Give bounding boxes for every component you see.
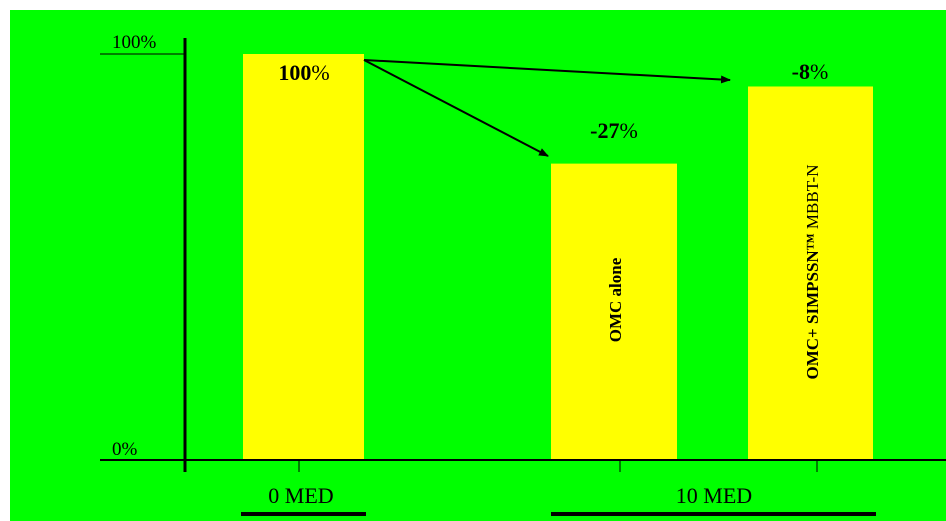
bar-0-unit: %	[311, 60, 329, 85]
arrow-0-to-2	[363, 59, 731, 84]
bar-1-unit: %	[620, 118, 638, 143]
group-label-10-med: 10 MED	[676, 483, 752, 508]
bar-1	[551, 163, 677, 460]
bar-2	[748, 86, 873, 460]
group-label-0-med: 0 MED	[268, 483, 333, 508]
bar-1-inside-label: OMC alone	[606, 257, 625, 342]
bar-1-change: -27	[590, 118, 619, 143]
bar-0-data-label: 100%	[278, 60, 329, 85]
bar-2-change: -8	[792, 59, 810, 84]
bar-2-inside-label-suffix: MBBT-N	[803, 165, 822, 234]
bar-2-data-label: -8%	[792, 59, 829, 84]
bar-2-inside-label-main: OMC+ SIMPSSN™	[803, 233, 822, 379]
bar-2-unit: %	[810, 59, 828, 84]
bar-2-inside-label: OMC+ SIMPSSN™ MBBT-N	[803, 165, 822, 380]
y-tick-label-0: 0%	[112, 439, 138, 460]
bar-1-data-label: -27%	[590, 118, 638, 143]
bar-0	[243, 54, 364, 460]
y-tick-label-100: 100%	[112, 32, 157, 53]
bar-0-change: 100	[278, 60, 311, 85]
arrow-0-to-1	[363, 59, 549, 157]
